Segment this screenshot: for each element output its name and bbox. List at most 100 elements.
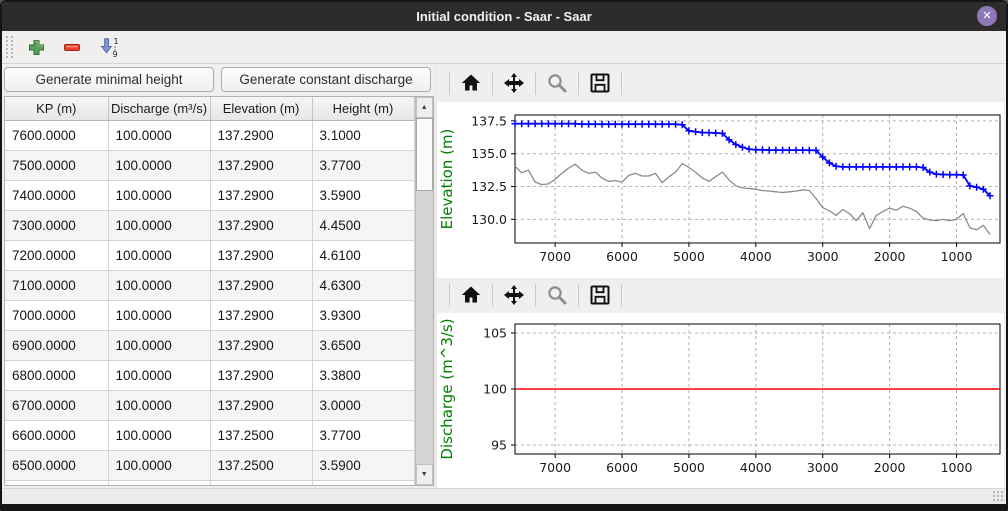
- svg-text:95: 95: [491, 437, 507, 452]
- elevation-plot-zoom-button[interactable]: [544, 70, 570, 96]
- toolbar-drag-handle[interactable]: [6, 36, 13, 58]
- toolbar-separator: [492, 71, 493, 95]
- table-cell[interactable]: 3.6500: [312, 330, 415, 361]
- table-cell[interactable]: 3.9300: [312, 300, 415, 331]
- table-cell[interactable]: 6500.0000: [5, 450, 109, 481]
- generate-constant-discharge-button[interactable]: Generate constant discharge: [221, 67, 431, 92]
- svg-text:7000: 7000: [539, 460, 571, 475]
- elevation-figure[interactable]: 7000 6000 5000 4000 3000 2000 1000 137.5 135.0 13…: [437, 102, 1004, 278]
- titlebar[interactable]: Initial condition - Saar - Saar ✕: [2, 2, 1006, 31]
- table-cell[interactable]: 137.2900: [210, 270, 313, 301]
- table-cell[interactable]: 137.2900: [210, 240, 313, 271]
- table-row: 6700.0000 100.0000 137.2900 3.0000: [5, 390, 415, 421]
- table-cell[interactable]: 3.7700: [312, 150, 415, 181]
- table-row: 7300.0000 100.0000 137.2900 4.4500: [5, 210, 415, 241]
- svg-text:135.0: 135.0: [471, 146, 507, 161]
- table-cell[interactable]: 6900.0000: [5, 330, 109, 361]
- svg-text:1000: 1000: [941, 460, 973, 475]
- table-cell[interactable]: 7100.0000: [5, 270, 109, 301]
- column-header[interactable]: Height (m): [312, 97, 415, 121]
- table-cell[interactable]: 3.1000: [312, 120, 415, 151]
- table-cell[interactable]: 137.2900: [210, 390, 313, 421]
- table-cell[interactable]: 100.0000: [108, 390, 211, 421]
- table-cell[interactable]: 100.0000: [108, 450, 211, 481]
- table-cell[interactable]: 100.0000: [108, 360, 211, 391]
- elevation-plot-save-button[interactable]: [587, 70, 613, 96]
- table-cell[interactable]: 7400.0000: [5, 180, 109, 211]
- discharge-plot-pan-button[interactable]: [501, 282, 527, 308]
- table-cell[interactable]: [108, 480, 211, 485]
- discharge-plot-toolbar: [437, 278, 1006, 313]
- discharge-figure[interactable]: 7000 6000 5000 4000 3000 2000 1000 105 100 95 Disc…: [437, 312, 1004, 488]
- svg-text:1000: 1000: [941, 249, 973, 264]
- table-cell[interactable]: 100.0000: [108, 420, 211, 451]
- table-cell[interactable]: 6700.0000: [5, 390, 109, 421]
- table-cell[interactable]: 137.2900: [210, 150, 313, 181]
- table-cell[interactable]: 100.0000: [108, 210, 211, 241]
- toolbar-separator: [492, 283, 493, 307]
- table-cell[interactable]: [312, 480, 415, 485]
- table-cell[interactable]: 7200.0000: [5, 240, 109, 271]
- scroll-up-button[interactable]: ▲: [415, 97, 433, 118]
- svg-text:7000: 7000: [539, 249, 571, 264]
- table-cell[interactable]: 6800.0000: [5, 360, 109, 391]
- elevation-plot-home-button[interactable]: [458, 70, 484, 96]
- svg-text:2000: 2000: [874, 460, 906, 475]
- table-scrollbar[interactable]: ▲ ▼: [414, 97, 433, 485]
- svg-text:6000: 6000: [606, 460, 638, 475]
- table-cell[interactable]: 6600.0000: [5, 420, 109, 451]
- table-cell[interactable]: 3.5900: [312, 450, 415, 481]
- table-cell[interactable]: 4.6300: [312, 270, 415, 301]
- elevation-plot-pan-button[interactable]: [501, 70, 527, 96]
- discharge-plot-home-button[interactable]: [458, 282, 484, 308]
- pan-icon: [504, 73, 524, 93]
- close-button[interactable]: ✕: [977, 6, 997, 26]
- table-cell[interactable]: 100.0000: [108, 120, 211, 151]
- table-cell[interactable]: 100.0000: [108, 270, 211, 301]
- svg-text:105: 105: [483, 325, 507, 340]
- table-cell[interactable]: 100.0000: [108, 180, 211, 211]
- table-cell[interactable]: 137.2900: [210, 360, 313, 391]
- generate-minimal-height-button[interactable]: Generate minimal height: [4, 67, 214, 92]
- scroll-down-button[interactable]: ▼: [415, 464, 433, 485]
- table-cell[interactable]: 137.2900: [210, 180, 313, 211]
- resize-grip[interactable]: [992, 490, 1004, 502]
- table-cell[interactable]: 137.2900: [210, 300, 313, 331]
- table-cell[interactable]: [5, 480, 109, 485]
- toolbar-separator: [449, 71, 450, 95]
- discharge-plot-save-button[interactable]: [587, 282, 613, 308]
- table-cell[interactable]: 137.2900: [210, 330, 313, 361]
- table-cell[interactable]: 3.5900: [312, 180, 415, 211]
- panel-splitter[interactable]: [434, 64, 437, 488]
- table-cell[interactable]: 3.3800: [312, 360, 415, 391]
- column-header[interactable]: KP (m): [5, 97, 109, 121]
- sort-ascending-button[interactable]: 1 9: [95, 35, 125, 59]
- remove-row-button[interactable]: [59, 35, 85, 59]
- scrollbar-track[interactable]: [415, 118, 433, 464]
- column-header[interactable]: Discharge (m³/s): [108, 97, 211, 121]
- table-cell[interactable]: 100.0000: [108, 150, 211, 181]
- table-cell[interactable]: 100.0000: [108, 330, 211, 361]
- table-cell[interactable]: 7600.0000: [5, 120, 109, 151]
- table-cell[interactable]: 137.2500: [210, 420, 313, 451]
- scrollbar-thumb[interactable]: [415, 118, 433, 191]
- data-table: KP (m) Discharge (m³/s) Elevation (m) Heigh…: [5, 97, 415, 485]
- table-cell[interactable]: 100.0000: [108, 240, 211, 271]
- add-row-button[interactable]: [23, 35, 49, 59]
- table-cell[interactable]: [210, 480, 313, 485]
- table-cell[interactable]: 7500.0000: [5, 150, 109, 181]
- table-row: 7100.0000 100.0000 137.2900 4.6300: [5, 270, 415, 301]
- table-cell[interactable]: 3.7700: [312, 420, 415, 451]
- table-cell[interactable]: 3.0000: [312, 390, 415, 421]
- window-title: Initial condition - Saar - Saar: [416, 9, 592, 24]
- table-cell[interactable]: 4.4500: [312, 210, 415, 241]
- table-cell[interactable]: 137.2900: [210, 210, 313, 241]
- table-cell[interactable]: 100.0000: [108, 300, 211, 331]
- table-cell[interactable]: 7300.0000: [5, 210, 109, 241]
- column-header[interactable]: Elevation (m): [210, 97, 313, 121]
- table-cell[interactable]: 7000.0000: [5, 300, 109, 331]
- table-cell[interactable]: 137.2900: [210, 120, 313, 151]
- table-cell[interactable]: 4.6100: [312, 240, 415, 271]
- discharge-plot-zoom-button[interactable]: [544, 282, 570, 308]
- table-cell[interactable]: 137.2500: [210, 450, 313, 481]
